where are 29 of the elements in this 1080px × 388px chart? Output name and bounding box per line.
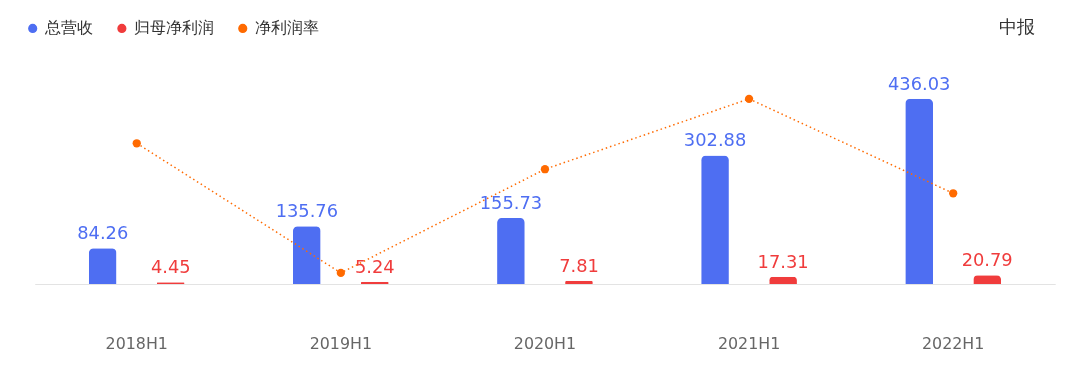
data-label: 84.26: [77, 222, 129, 244]
x-tick-label: 2022H1: [922, 333, 985, 353]
point: [336, 268, 345, 278]
data-label: 7.81: [559, 254, 599, 276]
x-tick-label: 2020H1: [513, 333, 577, 353]
data-label: 17.31: [757, 250, 809, 272]
text: 中报: [999, 16, 1036, 38]
data-label: 302.88: [683, 129, 747, 151]
x-tick-label: 2019H1: [309, 333, 373, 353]
point: [949, 189, 958, 198]
legend-label: 净利润率: [254, 18, 319, 38]
data-label: 155.73: [479, 191, 543, 213]
point: [132, 139, 141, 148]
bar: [701, 155, 729, 285]
x-tick-label: 2021H1: [717, 333, 781, 353]
legend-label: 总营收: [43, 18, 93, 38]
point: [744, 94, 754, 103]
x-tick-label: 2018H1: [105, 333, 168, 353]
bar: [497, 217, 525, 285]
legend-label: 归母净利润: [133, 18, 214, 38]
data-label: 135.76: [275, 200, 339, 222]
data-label: 4.45: [150, 256, 191, 278]
bar: [88, 248, 117, 285]
bar: [292, 226, 321, 285]
data-label: 436.03: [887, 72, 951, 94]
data-label: 5.24: [355, 255, 395, 277]
data-label: 20.79: [961, 249, 1013, 271]
bar: [905, 98, 934, 285]
point: [540, 165, 550, 174]
